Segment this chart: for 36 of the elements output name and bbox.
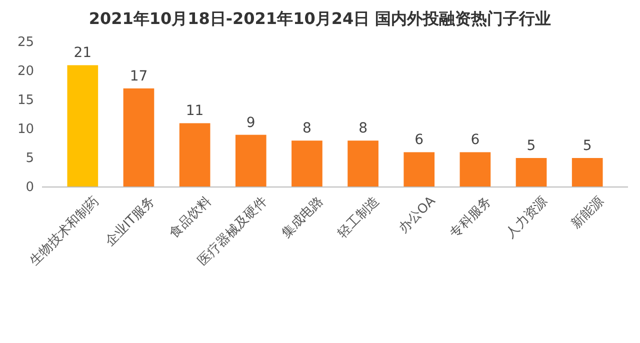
bar	[67, 65, 98, 187]
bar	[348, 140, 378, 187]
data-label: 17	[130, 68, 148, 84]
data-label: 8	[302, 120, 312, 137]
data-label: 6	[470, 132, 480, 148]
x-tick-label: 集成电路	[279, 194, 326, 242]
bar	[179, 123, 210, 187]
data-label: 8	[358, 120, 368, 137]
bar	[460, 152, 491, 187]
bar	[572, 158, 603, 187]
y-tick-label: 20	[17, 64, 34, 80]
x-tick-label: 生物技术和制药	[27, 194, 102, 269]
data-label: 9	[246, 114, 256, 131]
y-tick-label: 0	[26, 180, 34, 196]
x-tick-label: 新能源	[568, 194, 607, 232]
x-tick-label: 人力资源	[503, 194, 551, 242]
x-tick-label: 食品饮料	[166, 194, 214, 242]
data-label: 21	[74, 45, 92, 62]
bar	[516, 158, 547, 187]
bar	[123, 88, 154, 187]
y-tick-label: 25	[17, 35, 34, 50]
bar	[292, 140, 322, 187]
x-tick-label: 办公OA	[396, 194, 439, 236]
bar	[235, 134, 266, 187]
data-label: 11	[186, 103, 204, 120]
data-label: 5	[582, 138, 592, 154]
x-tick-label: 轻工制造	[335, 194, 383, 242]
data-label: 6	[414, 132, 424, 148]
chart-title: 2021年10月18日-2021年10月24日 国内外投融资热门子行业	[88, 9, 552, 28]
data-label: 5	[526, 138, 536, 154]
x-tick-label: 企业IT服务	[102, 194, 158, 250]
y-tick-label: 15	[17, 93, 34, 108]
x-tick-label: 专科服务	[447, 194, 495, 242]
y-tick-label: 10	[17, 122, 34, 138]
y-tick-label: 5	[26, 151, 34, 166]
bar	[404, 152, 435, 187]
